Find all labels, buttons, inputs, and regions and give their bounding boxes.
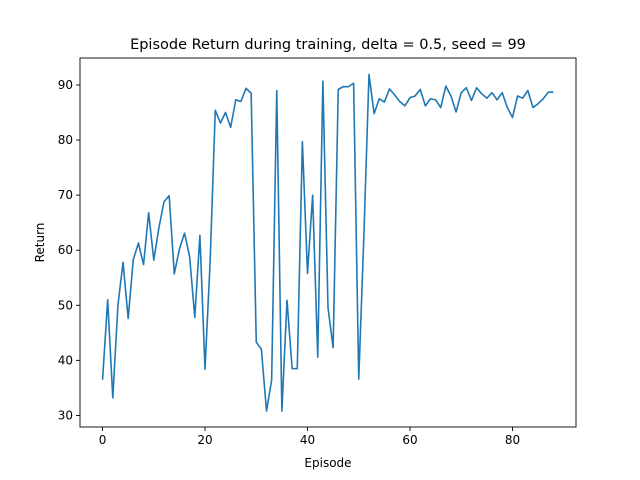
y-tick-label: 60 (58, 243, 73, 257)
y-tick-label: 40 (58, 353, 73, 367)
plot-layer (101, 73, 554, 412)
y-tick-label: 30 (58, 408, 73, 422)
x-tick-label: 0 (99, 433, 107, 447)
x-axis-label: Episode (304, 456, 351, 470)
x-tick-label: 40 (300, 433, 315, 447)
y-tick-label: 90 (58, 78, 73, 92)
y-tick-label: 80 (58, 133, 73, 147)
x-tick-label: 20 (197, 433, 212, 447)
plot-frame (79, 57, 577, 428)
x-tick-label: 60 (402, 433, 417, 447)
x-axis: 0 20 40 60 80 (99, 427, 520, 447)
x-tick-label: 80 (505, 433, 520, 447)
y-axis: 30 40 50 60 70 80 90 (58, 78, 80, 422)
y-tick-label: 70 (58, 188, 73, 202)
series-line-0 (101, 73, 554, 412)
y-tick-label: 50 (58, 298, 73, 312)
y-axis-label: Return (33, 223, 47, 263)
chart-title: Episode Return during training, delta = … (130, 37, 526, 53)
